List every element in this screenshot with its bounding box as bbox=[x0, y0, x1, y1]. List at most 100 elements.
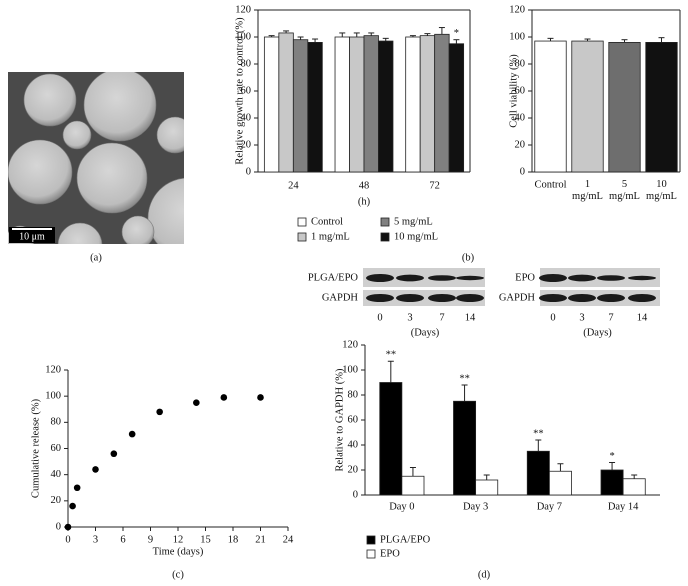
y-tick-label: 60 bbox=[515, 85, 526, 96]
x-axis-label: (Days) bbox=[583, 327, 612, 338]
y-tick-label: 40 bbox=[51, 469, 62, 480]
error-bar bbox=[438, 27, 445, 35]
point bbox=[64, 523, 72, 531]
legend-label: EPO bbox=[380, 548, 400, 559]
blot-band bbox=[628, 275, 656, 281]
x-tick-label: 12 bbox=[173, 534, 184, 545]
lane-label: 3 bbox=[579, 312, 584, 323]
blot-label: PLGA/EPO bbox=[308, 272, 359, 283]
significance-label: * bbox=[454, 28, 459, 39]
bar bbox=[571, 40, 604, 173]
blot-band bbox=[568, 294, 596, 302]
legend-label: 10 mg/mL bbox=[394, 231, 438, 242]
x-tick-label: 24 bbox=[283, 534, 294, 545]
scale-bar-label: 10 μm bbox=[19, 231, 45, 242]
legend-swatch bbox=[380, 232, 390, 242]
x-tick-label: 18 bbox=[228, 534, 239, 545]
legend-swatch bbox=[366, 535, 376, 545]
bar bbox=[263, 36, 280, 173]
y-axis-label: Cumulative release (%) bbox=[30, 398, 41, 498]
bar bbox=[548, 470, 572, 496]
chart: 0 20 40 60 80 100 120 Relative growth rate to c… bbox=[234, 4, 471, 242]
bar bbox=[645, 42, 678, 173]
error-bar bbox=[621, 39, 628, 43]
y-axis-label: Cell viability (%) bbox=[508, 54, 519, 128]
lane-label: 0 bbox=[377, 312, 382, 323]
point bbox=[69, 502, 76, 510]
y-tick-label: 40 bbox=[515, 112, 526, 123]
bar bbox=[278, 32, 294, 173]
bar bbox=[475, 479, 499, 496]
point bbox=[156, 408, 163, 416]
blot-band bbox=[396, 274, 424, 282]
bar bbox=[307, 42, 323, 173]
x-tick-label: 1 mg/mL bbox=[572, 179, 603, 202]
bar bbox=[292, 39, 309, 173]
y-tick-label: 100 bbox=[235, 31, 251, 42]
x-tick-label: 9 bbox=[148, 534, 153, 545]
western-blots: 0 3 7 14 PLGA/EPO GAPDH (Days) 0 3 7 14 EPO GAPDH (Da… bbox=[308, 268, 660, 338]
blot-band bbox=[628, 294, 656, 302]
lane-label: 14 bbox=[465, 312, 476, 323]
blot-strip bbox=[363, 268, 485, 287]
error-bar bbox=[658, 37, 665, 43]
blot-label: EPO bbox=[515, 272, 535, 283]
significance-label: ** bbox=[386, 350, 397, 361]
chart: 0 20 40 60 80 100 120 Cell viability (%) Control… bbox=[508, 4, 681, 202]
blot-band bbox=[539, 294, 567, 302]
error-bar bbox=[609, 462, 616, 470]
blot-band bbox=[366, 274, 394, 282]
point bbox=[128, 430, 136, 438]
y-tick-label: 0 bbox=[56, 521, 61, 532]
x-tick-label: Day 3 bbox=[463, 501, 488, 512]
error-bar bbox=[268, 35, 275, 37]
error-bar bbox=[483, 474, 490, 480]
error-bar bbox=[409, 467, 416, 477]
bar bbox=[363, 35, 379, 173]
x-tick-label: 10 mg/mL bbox=[646, 179, 677, 202]
sem-image: 10 μm bbox=[8, 72, 184, 244]
y-tick-label: 120 bbox=[342, 339, 358, 350]
point bbox=[193, 399, 200, 407]
error-bar bbox=[547, 37, 554, 42]
error-bar bbox=[312, 38, 319, 43]
y-tick-label: 60 bbox=[348, 414, 359, 425]
error-bar bbox=[353, 32, 360, 37]
x-tick-label: Control bbox=[534, 179, 566, 190]
bar bbox=[349, 36, 365, 173]
point bbox=[73, 484, 81, 492]
legend-label: Control bbox=[311, 216, 343, 227]
blot-band bbox=[539, 274, 567, 282]
error-bar bbox=[461, 384, 468, 402]
error-bar bbox=[453, 39, 460, 44]
panel-label: (c) bbox=[172, 569, 184, 580]
blot-band bbox=[456, 275, 484, 281]
significance-label: ** bbox=[459, 373, 470, 384]
y-axis-label: Relative growth rate to control (%) bbox=[234, 17, 245, 165]
y-axis-label: Relative to GAPDH (%) bbox=[334, 368, 345, 471]
y-tick-label: 80 bbox=[241, 58, 252, 69]
point bbox=[110, 450, 118, 458]
legend-swatch bbox=[297, 217, 307, 227]
blot-band bbox=[597, 294, 625, 302]
blot-label: GAPDH bbox=[322, 292, 359, 303]
blot-band bbox=[597, 275, 625, 281]
point bbox=[257, 394, 264, 401]
x-tick-label: 21 bbox=[255, 534, 266, 545]
blot-band bbox=[428, 275, 456, 281]
y-tick-label: 20 bbox=[241, 139, 252, 150]
y-tick-label: 0 bbox=[353, 489, 358, 500]
x-tick-label: 6 bbox=[120, 534, 125, 545]
y-tick-label: 20 bbox=[51, 495, 62, 506]
significance-label: * bbox=[609, 451, 614, 462]
bar bbox=[448, 43, 465, 173]
lane-label: 0 bbox=[550, 312, 555, 323]
bar bbox=[534, 40, 567, 173]
legend-swatch bbox=[297, 232, 307, 242]
error-bar bbox=[557, 463, 564, 472]
bar bbox=[419, 35, 436, 173]
y-tick-label: 80 bbox=[51, 417, 62, 428]
error-bar bbox=[297, 36, 304, 40]
error-bar bbox=[382, 37, 389, 42]
bar bbox=[453, 400, 477, 496]
